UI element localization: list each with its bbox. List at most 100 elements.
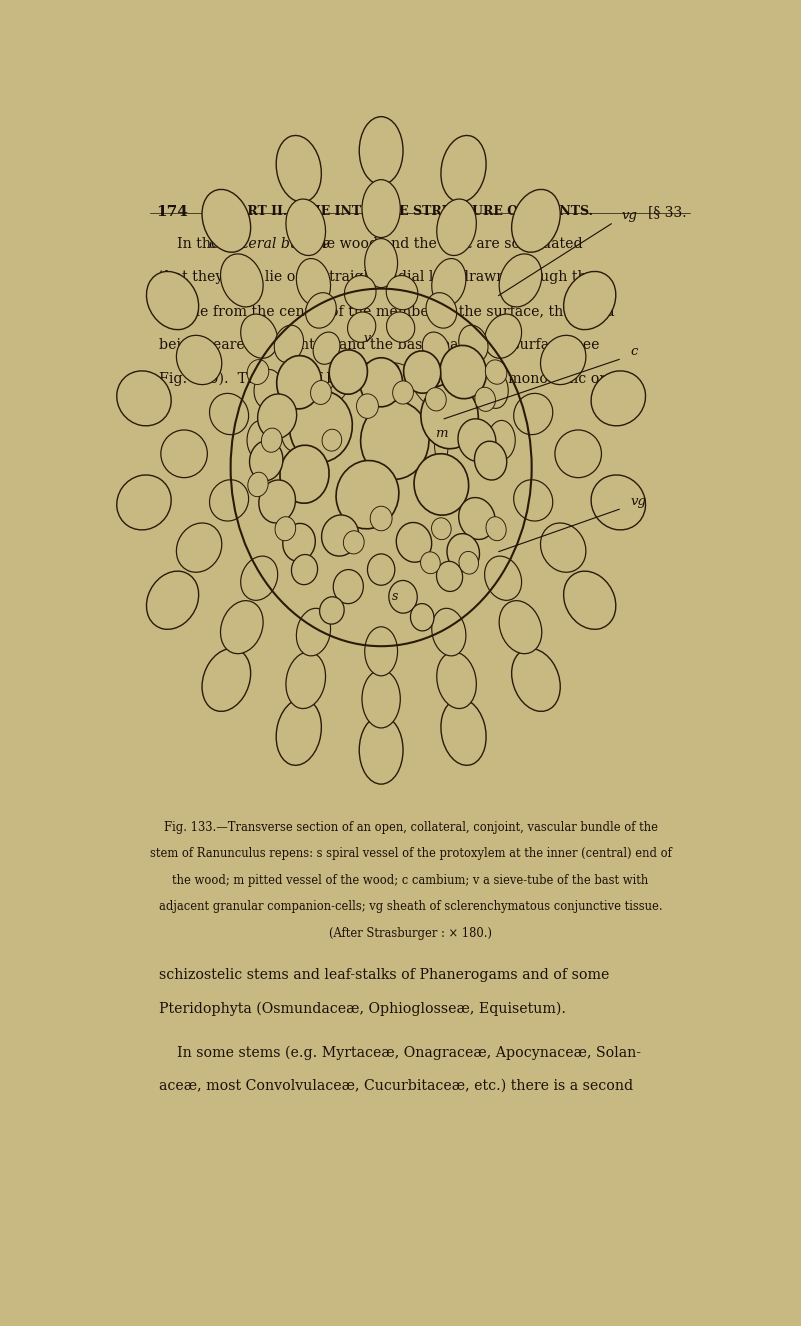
Ellipse shape	[276, 135, 321, 202]
Ellipse shape	[387, 312, 415, 342]
Text: v: v	[364, 332, 371, 345]
Ellipse shape	[344, 276, 376, 310]
Text: stem of Ranunculus repens: s spiral vessel of the protoxylem at the inner (centr: stem of Ranunculus repens: s spiral vess…	[150, 847, 671, 861]
Ellipse shape	[499, 253, 541, 306]
Ellipse shape	[348, 312, 376, 342]
Text: vg: vg	[622, 210, 638, 221]
Ellipse shape	[364, 627, 397, 676]
Text: aceæ, most Convolvulaceæ, Cucurbitaceæ, etc.) there is a second: aceæ, most Convolvulaceæ, Cucurbitaceæ, …	[159, 1079, 634, 1093]
Text: the wood; m pitted vessel of the wood; c cambium; v a sieve-tube of the bast wit: the wood; m pitted vessel of the wood; c…	[172, 874, 649, 887]
Ellipse shape	[370, 507, 392, 530]
Ellipse shape	[147, 272, 199, 330]
Ellipse shape	[359, 117, 403, 184]
Ellipse shape	[410, 374, 437, 407]
Ellipse shape	[311, 381, 332, 404]
Ellipse shape	[425, 387, 446, 411]
Ellipse shape	[555, 430, 602, 477]
Ellipse shape	[485, 314, 521, 358]
Ellipse shape	[147, 572, 199, 630]
Ellipse shape	[280, 446, 329, 504]
Ellipse shape	[240, 556, 278, 601]
Ellipse shape	[258, 394, 296, 439]
Ellipse shape	[305, 293, 336, 328]
Ellipse shape	[512, 648, 560, 711]
Ellipse shape	[364, 361, 399, 377]
Ellipse shape	[414, 453, 469, 516]
Text: schizostelic stems and leaf-stalks of Phanerogams and of some: schizostelic stems and leaf-stalks of Ph…	[159, 968, 610, 981]
Ellipse shape	[296, 259, 331, 306]
Ellipse shape	[440, 345, 486, 399]
Text: bundle from the centre of the member to the surface, the wood: bundle from the centre of the member to …	[159, 304, 614, 318]
Ellipse shape	[344, 530, 364, 554]
Ellipse shape	[289, 391, 352, 463]
Text: vg: vg	[630, 495, 646, 508]
Ellipse shape	[341, 363, 375, 386]
Ellipse shape	[281, 415, 306, 451]
Ellipse shape	[499, 601, 541, 654]
Ellipse shape	[410, 603, 434, 631]
Ellipse shape	[485, 556, 521, 601]
Ellipse shape	[283, 524, 316, 561]
Ellipse shape	[176, 335, 222, 385]
Ellipse shape	[321, 514, 359, 556]
Text: PART II.—THE INTIMATE STRUCTURE OF PLANTS.: PART II.—THE INTIMATE STRUCTURE OF PLANT…	[228, 206, 593, 217]
Text: 174: 174	[156, 206, 188, 219]
Ellipse shape	[336, 460, 399, 529]
Ellipse shape	[541, 522, 586, 573]
Ellipse shape	[286, 652, 325, 708]
Ellipse shape	[432, 517, 451, 540]
Ellipse shape	[325, 374, 352, 407]
Ellipse shape	[591, 371, 646, 426]
Text: , the wood and the bast are so situated: , the wood and the bast are so situated	[303, 237, 583, 251]
Ellipse shape	[392, 381, 413, 404]
Ellipse shape	[320, 597, 344, 625]
Ellipse shape	[459, 552, 478, 574]
Text: In the: In the	[159, 237, 224, 251]
Ellipse shape	[447, 533, 480, 572]
Ellipse shape	[458, 419, 496, 461]
Ellipse shape	[286, 199, 325, 256]
Ellipse shape	[459, 325, 488, 362]
Ellipse shape	[422, 332, 449, 365]
Ellipse shape	[322, 430, 342, 451]
Ellipse shape	[441, 699, 486, 765]
Text: (After Strasburger : × 180.): (After Strasburger : × 180.)	[329, 927, 492, 940]
Ellipse shape	[564, 572, 616, 630]
Ellipse shape	[432, 259, 466, 306]
Ellipse shape	[240, 314, 278, 358]
Ellipse shape	[364, 239, 397, 288]
Ellipse shape	[254, 370, 282, 408]
Text: Fig. 133.—Transverse section of an open, collateral, conjoint, vascular bundle o: Fig. 133.—Transverse section of an open,…	[163, 821, 658, 834]
Ellipse shape	[313, 332, 340, 365]
Ellipse shape	[259, 480, 296, 522]
Ellipse shape	[475, 387, 496, 411]
Ellipse shape	[356, 394, 378, 419]
Ellipse shape	[274, 325, 304, 362]
Ellipse shape	[333, 570, 364, 603]
Ellipse shape	[591, 475, 646, 530]
Ellipse shape	[437, 652, 477, 708]
Ellipse shape	[541, 335, 586, 385]
Ellipse shape	[386, 276, 418, 310]
Ellipse shape	[396, 522, 432, 562]
Text: that they both lie on a straight radial line drawn through the: that they both lie on a straight radial …	[159, 271, 595, 284]
Text: Pteridophyta (Osmundaceæ, Ophioglosseæ, Equisetum).: Pteridophyta (Osmundaceæ, Ophioglosseæ, …	[159, 1001, 566, 1016]
Ellipse shape	[432, 609, 466, 656]
Ellipse shape	[457, 415, 481, 451]
Ellipse shape	[220, 601, 263, 654]
Ellipse shape	[176, 522, 222, 573]
Text: Fig. 130).  This type of bundle is common in the monostelic or: Fig. 130). This type of bundle is common…	[159, 371, 606, 386]
Text: being nearer the centre, and the bast nearer the surface (see: being nearer the centre, and the bast ne…	[159, 338, 600, 353]
Ellipse shape	[513, 394, 553, 435]
Ellipse shape	[421, 552, 441, 574]
Ellipse shape	[290, 369, 315, 403]
Ellipse shape	[248, 359, 269, 385]
Ellipse shape	[564, 272, 616, 330]
Ellipse shape	[388, 363, 421, 386]
Ellipse shape	[220, 253, 263, 306]
Text: adjacent granular companion-cells; vg sheath of sclerenchymatous conjunctive tis: adjacent granular companion-cells; vg sh…	[159, 900, 662, 914]
Ellipse shape	[485, 359, 507, 385]
Ellipse shape	[421, 385, 478, 448]
Ellipse shape	[329, 350, 368, 394]
Ellipse shape	[314, 422, 328, 465]
